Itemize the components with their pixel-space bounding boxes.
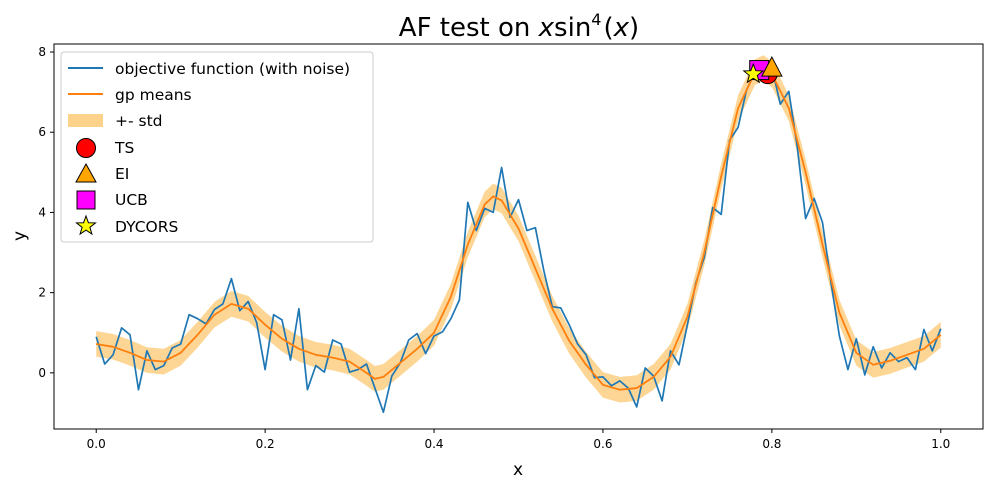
y-axis-ticks: 0 2 4 6 8 (38, 45, 54, 380)
gp-mean-layer (96, 67, 942, 391)
x-tick-label: 0.8 (762, 437, 781, 451)
title-prefix: AF test on (399, 13, 539, 43)
x-tick-label: 0.0 (87, 437, 106, 451)
x-axis-ticks: 0.0 0.2 0.4 0.6 0.8 1.0 (87, 429, 950, 451)
title-close: ) (629, 13, 639, 43)
legend-dycors-label: DYCORS (115, 218, 178, 236)
title-x2: x (613, 13, 630, 43)
legend-ei-label: EI (115, 165, 129, 183)
y-tick-label: 2 (38, 286, 46, 300)
objective-layer (95, 62, 942, 414)
title-open: ( (603, 13, 613, 43)
legend-ei-swatch (75, 162, 97, 183)
x-tick-label: 0.6 (593, 437, 612, 451)
legend: objective function (with noise) gp means… (60, 51, 374, 243)
title-x1: x (538, 13, 555, 43)
ei-marker (761, 55, 783, 77)
chart-title: AF test on xsin4(x) (399, 10, 639, 43)
x-axis-label: x (513, 460, 523, 480)
legend-ucb-swatch (76, 190, 96, 210)
y-axis-label: y (10, 231, 30, 241)
y-tick-label: 6 (38, 125, 46, 139)
objective-line (95, 62, 942, 414)
legend-gp-label: gp means (115, 86, 192, 104)
title-sin: sin (554, 13, 591, 43)
legend-objective-label: objective function (with noise) (115, 60, 350, 78)
y-tick-label: 4 (38, 205, 46, 219)
legend-ts-swatch (76, 138, 96, 158)
x-tick-label: 0.4 (424, 437, 443, 451)
legend-dycors-swatch (75, 214, 97, 236)
x-tick-label: 0.2 (256, 437, 275, 451)
legend-ts-label: TS (114, 139, 134, 157)
dycors-marker (742, 62, 765, 84)
y-tick-label: 8 (38, 45, 46, 59)
legend-frame (60, 51, 374, 243)
marker-layer (742, 55, 783, 85)
legend-std-label: +- std (115, 112, 163, 130)
legend-std-swatch (68, 114, 103, 127)
legend-ucb-label: UCB (115, 191, 148, 209)
gp-mean-line (96, 67, 942, 391)
title-sup: 4 (591, 10, 601, 29)
axes-frame (53, 43, 984, 430)
y-tick-label: 0 (38, 366, 46, 380)
plot-area (95, 55, 942, 414)
x-tick-label: 1.0 (931, 437, 950, 451)
